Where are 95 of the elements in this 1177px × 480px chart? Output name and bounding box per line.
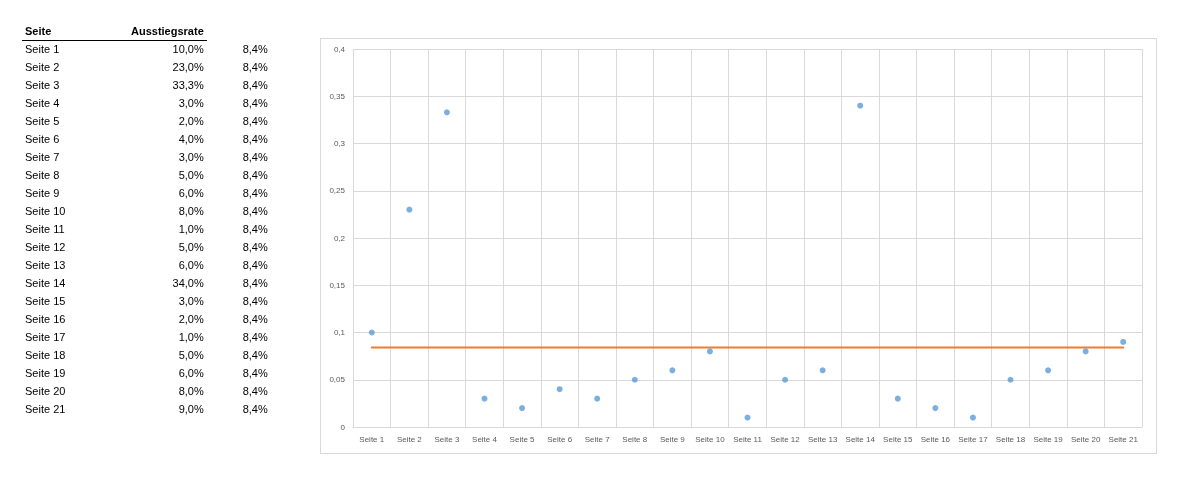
text: Seite 19 [24,366,67,381]
x-tick-label: Seite 2 [396,434,423,444]
text: Seite 6 [24,132,61,147]
y-tick-label: 0 [340,422,346,432]
text: 3,0% [177,96,205,111]
x-tick-label: Seite 8 [622,434,648,444]
x-tick-label: Seite 20 [1070,434,1101,444]
text: Seite 3 [24,78,61,93]
text: 6,0% [177,366,205,381]
x-tick-label: Seite 14 [845,434,876,444]
text: 8,4% [241,186,269,201]
text: 6,0% [177,186,205,201]
text: 8,4% [241,168,269,183]
y-tick-label: 0,05 [329,375,346,385]
text: 5,0% [177,240,205,255]
text: 4,0% [177,132,205,147]
text: Seite 8 [24,168,61,183]
text: 8,4% [241,366,269,381]
text: 5,0% [177,168,205,183]
text: 33,3% [171,78,205,93]
text: Seite 5 [24,114,61,129]
x-tick-label: Seite 6 [547,434,573,444]
text: Seite 13 [24,258,67,273]
text: 8,0% [177,204,205,219]
text: 8,4% [241,384,269,399]
x-tick-label: Seite 3 [434,434,460,444]
text: 34,0% [171,276,205,291]
text: Seite 7 [24,150,61,165]
y-tick-label: 0,3 [333,139,346,148]
x-tick-label: Seite 15 [883,434,914,444]
x-tick-label: Seite 9 [659,434,686,444]
y-tick-label: 0,35 [329,91,346,101]
text: 8,4% [241,240,269,255]
x-tick-label: Seite 21 [1108,434,1139,444]
x-tick-label: Seite 17 [958,434,989,444]
y-tick-label: 0,4 [333,44,346,54]
text: Seite 21 [24,402,67,417]
x-tick-label: Seite 1 [359,434,385,444]
text: 9,0% [177,402,205,417]
y-tick-label: 0,15 [329,280,346,290]
text: 23,0% [171,60,205,75]
text: 8,4% [241,402,269,417]
text: 2,0% [177,312,205,327]
text: 8,4% [241,258,269,273]
text: Seite 18 [24,348,67,363]
text: Seite 9 [24,186,61,201]
text: 8,4% [241,312,269,327]
text: 8,4% [241,222,269,237]
text: 8,4% [241,132,269,147]
text: 8,4% [241,42,269,57]
text: 3,0% [177,294,205,309]
text: 8,4% [241,78,269,93]
text: 8,4% [241,150,269,165]
text: Seite 2 [24,60,61,75]
text: 3,0% [177,150,205,165]
text: 8,4% [241,330,269,345]
text: Seite 16 [24,312,67,327]
text: 5,0% [177,348,205,363]
x-tick-label: Seite 5 [509,434,536,444]
text: Seite [22,22,128,40]
y-tick-label: 0,25 [329,186,346,196]
x-tick-label: Seite 13 [807,434,838,444]
text: Ausstiegsrate [128,22,207,40]
text: 8,4% [241,276,269,291]
text: 1,0% [177,222,205,237]
text: Seite 20 [24,384,67,399]
text: 8,4% [241,204,269,219]
text: 6,0% [177,258,205,273]
x-tick-label: Seite 19 [1033,434,1064,444]
text: Seite 1 [24,42,61,58]
x-tick-label: Seite 18 [995,434,1026,444]
text: 8,0% [177,384,205,399]
text: 8,4% [241,96,269,111]
text: 8,4% [241,114,269,129]
text: Seite 17 [24,330,67,345]
text: Seite 11 [24,222,66,237]
text: 8,4% [241,348,269,363]
x-tick-label: Seite 11 [733,434,763,444]
text: Seite 14 [24,276,67,291]
x-tick-label: Seite 4 [472,434,498,444]
text: Seite 4 [24,96,61,111]
x-tick-label: Seite 10 [695,434,726,444]
text: 10,0% [171,42,205,58]
y-tick-label: 0,1 [333,328,346,337]
text: 1,0% [177,330,205,345]
x-tick-label: Seite 12 [770,434,801,444]
text: Seite 15 [24,294,67,309]
text: Seite 12 [24,240,67,255]
text: Seite 10 [24,204,67,219]
x-tick-label: Seite 7 [584,434,611,444]
x-tick-label: Seite 16 [920,434,951,444]
y-tick-label: 0,2 [333,233,346,243]
text: 8,4% [241,60,269,75]
text: 2,0% [177,114,205,129]
text: 8,4% [241,294,269,309]
